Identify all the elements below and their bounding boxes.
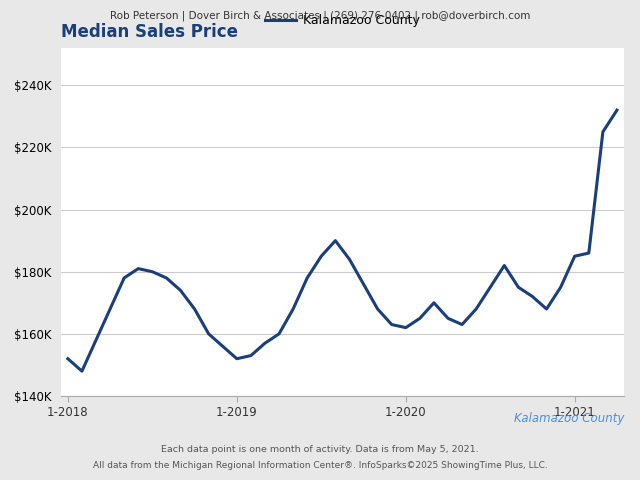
Text: Median Sales Price: Median Sales Price — [61, 23, 238, 41]
Text: Each data point is one month of activity. Data is from May 5, 2021.: Each data point is one month of activity… — [161, 445, 479, 455]
Text: Rob Peterson | Dover Birch & Associates | (269) 276-0402 | rob@doverbirch.com: Rob Peterson | Dover Birch & Associates … — [110, 11, 530, 21]
Legend: Kalamazoo County: Kalamazoo County — [260, 9, 424, 32]
Text: Kalamazoo County: Kalamazoo County — [514, 412, 624, 425]
Text: All data from the Michigan Regional Information Center®. InfoSparks©2025 Showing: All data from the Michigan Regional Info… — [93, 461, 547, 470]
